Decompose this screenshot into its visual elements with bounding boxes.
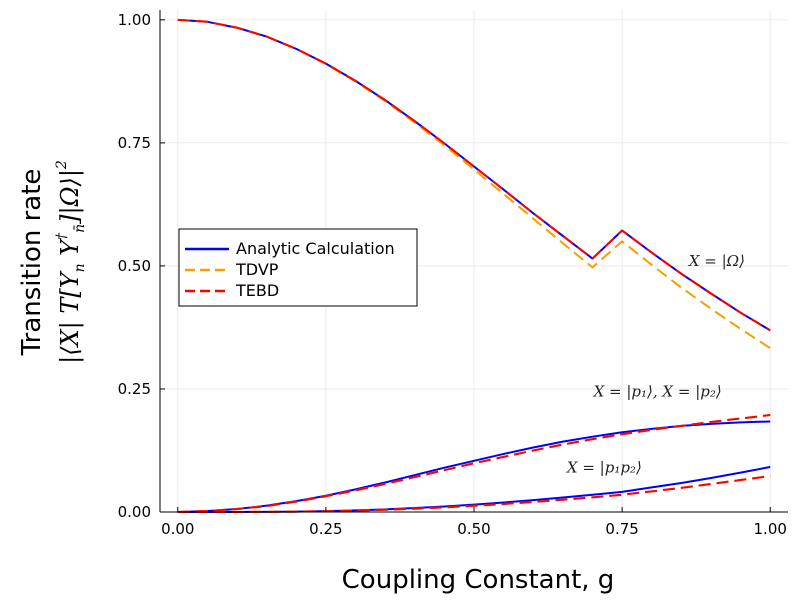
y-formula-sup: † [54,232,70,240]
y-axis-formula: |⟨X| T[Yn Y†n̄]|Ω⟩|2 [54,160,88,364]
y-tick-label: 0.00 [118,503,151,521]
x-tick-label: 0.75 [605,520,638,538]
legend-box [178,228,418,307]
legend-label: Analytic Calculation [236,239,395,258]
x-tick-label: 1.00 [754,520,787,538]
annotation-group-1: X = |Ω⟩ [688,252,745,270]
y-axis-title-group: Transition rate [17,169,47,357]
y-formula-sub2: n̄ [72,224,88,233]
series-layer [177,18,771,513]
legend: Analytic Calculation TDVP TEBD [178,228,418,307]
y-tick-label: 1.00 [118,11,151,29]
legend-label: TEBD [235,281,279,300]
x-tick-label: 0.50 [457,520,490,538]
y-formula-end: ]|Ω⟩| [56,169,85,225]
y-formula-sub1: n [72,263,88,272]
annotations: X = |Ω⟩ X = |p₁⟩, X = |p₂⟩ X = |p₁p₂⟩ [566,252,745,477]
series-line-tebd-group-2 [177,414,771,513]
x-tick-label: 0.25 [309,520,342,538]
y-formula-part1: |⟨X| T[Y [56,270,85,364]
x-axis-title: Coupling Constant, g [342,565,615,595]
y-formula-pow: 2 [54,160,70,170]
y-tick-label: 0.75 [118,134,151,152]
y-tick-label: 0.25 [118,380,151,398]
y-axis-formula-group: |⟨X| T[Yn Y†n̄]|Ω⟩|2 [54,160,88,364]
y-axis-title: Transition rate [17,169,47,357]
legend-label: TDVP [235,260,279,279]
annotation-group-2: X = |p₁⟩, X = |p₂⟩ [593,382,722,400]
y-formula-mid: Y [56,238,84,264]
annotation-group-3: X = |p₁p₂⟩ [566,459,642,477]
series-line-tebd-group-1 [177,18,771,332]
tick-labels: 0.00 0.25 0.50 0.75 1.00 0.00 0.25 0.50 0.75 1.00 [118,11,787,538]
y-tick-label: 0.50 [118,257,151,275]
x-tick-label: 0.00 [161,520,194,538]
